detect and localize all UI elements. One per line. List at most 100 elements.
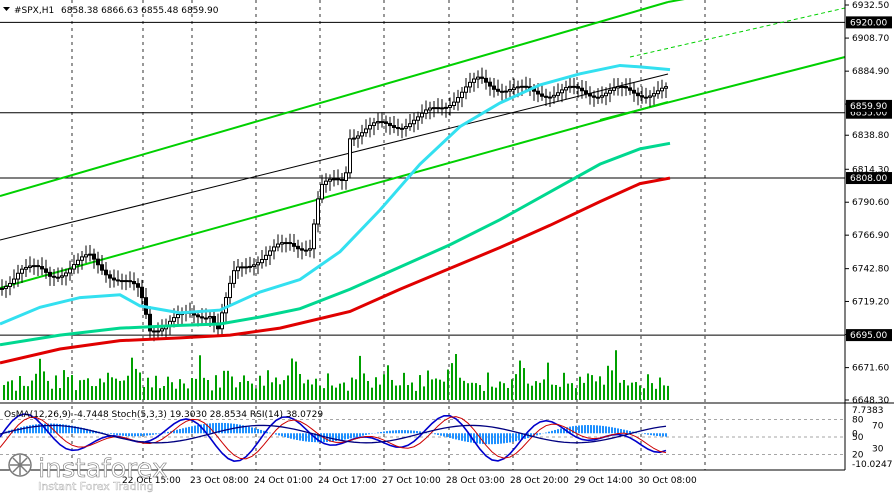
candle-body xyxy=(256,262,260,266)
candle-body xyxy=(176,314,180,319)
candle-body xyxy=(36,265,40,268)
watermark-tagline: Instant Forex Trading xyxy=(38,480,154,493)
osma-tick-label: 0 xyxy=(852,429,858,439)
candle-body xyxy=(508,89,512,92)
candle-body xyxy=(660,87,664,92)
candle-body xyxy=(516,86,520,89)
candle-body xyxy=(496,88,500,92)
candle-body xyxy=(4,285,8,289)
candle-body xyxy=(476,76,480,80)
candle-body xyxy=(584,90,588,95)
candle-body xyxy=(24,266,28,270)
candle-body xyxy=(424,109,428,114)
candle-body xyxy=(352,137,356,140)
ma-line xyxy=(0,63,671,326)
candle-body xyxy=(148,313,152,332)
candle-body xyxy=(520,85,524,88)
candle-body xyxy=(40,266,44,270)
price-tick-label: 6838.80 xyxy=(852,131,889,141)
candle-body xyxy=(484,77,488,83)
candle-body xyxy=(524,85,528,88)
candle-body xyxy=(640,95,644,98)
candle-body xyxy=(120,280,124,283)
candle-body xyxy=(340,178,344,182)
candle-body xyxy=(284,242,288,245)
candle-body xyxy=(84,254,88,258)
candle-body xyxy=(356,135,360,139)
candle-body xyxy=(316,198,320,225)
channel-black xyxy=(0,73,669,241)
candle-body xyxy=(92,253,96,260)
candle-body xyxy=(384,121,388,124)
candle-body xyxy=(248,265,252,268)
level-price-box xyxy=(846,16,892,29)
candle-body xyxy=(224,297,228,314)
price-tick-label: 6719.20 xyxy=(852,297,889,307)
candle-body xyxy=(404,126,408,129)
oscillator-levels xyxy=(0,419,845,455)
candle-body xyxy=(280,242,284,245)
candle-body xyxy=(140,286,144,299)
stoch-level-label: 20 xyxy=(852,450,864,460)
price-tick-label: 6766.90 xyxy=(852,231,889,241)
candle-body xyxy=(116,279,120,282)
candle-body xyxy=(44,268,48,273)
candle-body xyxy=(220,312,224,330)
ma-line xyxy=(0,176,671,365)
time-label: 28 Oct 20:00 xyxy=(510,476,569,486)
candle-body xyxy=(260,258,264,264)
candle-body xyxy=(244,266,248,269)
candle-body xyxy=(128,280,132,283)
candle-body xyxy=(588,93,592,97)
candle-body xyxy=(364,128,368,134)
candle-body xyxy=(228,282,232,299)
candle-body xyxy=(604,92,608,97)
candle-body xyxy=(124,280,128,283)
candle-body xyxy=(12,278,16,284)
candle-body xyxy=(540,93,544,97)
volume-bars xyxy=(3,350,669,400)
candle-body xyxy=(648,95,652,98)
vertical-grid xyxy=(71,0,706,470)
price-tick-label: 6884.90 xyxy=(852,67,889,77)
candle-body xyxy=(212,316,216,324)
candle-body xyxy=(560,89,564,94)
candle-body xyxy=(400,127,404,130)
candle-body xyxy=(616,85,620,89)
rsi-level-label: 70 xyxy=(872,421,884,431)
candle-body xyxy=(268,250,272,256)
candle-body xyxy=(236,266,240,272)
candle-body xyxy=(16,272,20,280)
price-tick-label: 6742.80 xyxy=(852,265,889,275)
time-label: 30 Oct 08:00 xyxy=(638,476,697,486)
candle-body xyxy=(536,90,540,95)
symbol-dropdown-icon[interactable] xyxy=(3,7,10,11)
candle-body xyxy=(56,276,60,279)
candle-body xyxy=(160,328,164,332)
stoch-level-label: 50 xyxy=(852,433,864,443)
time-label: 24 Oct 01:00 xyxy=(254,476,313,486)
price-axis: 6932.506908.706884.906861.206838.806814.… xyxy=(844,0,892,406)
candle-body xyxy=(252,264,256,267)
chart-symbol: #SPX,H1 xyxy=(14,6,54,16)
candle-body xyxy=(548,96,552,99)
candle-body xyxy=(624,85,628,89)
level-price-label: 6920.00 xyxy=(850,18,887,28)
oscillator-header: OsMA(12,26,9) -4.7448 Stoch(5,3,3) 19.30… xyxy=(4,410,323,420)
candle-body xyxy=(368,124,372,130)
candle-body xyxy=(460,91,464,99)
candle-body xyxy=(48,271,52,277)
candle-body xyxy=(608,89,612,94)
candle-body xyxy=(492,85,496,90)
candle-body xyxy=(20,268,24,274)
candle-body xyxy=(464,86,468,93)
candle-body xyxy=(296,245,300,250)
time-label: 28 Oct 03:00 xyxy=(446,476,505,486)
candle-body xyxy=(52,275,56,278)
candle-body xyxy=(276,243,280,248)
candle-body xyxy=(240,266,244,269)
candle-body xyxy=(204,317,208,320)
candle-body xyxy=(564,87,568,91)
candle-body xyxy=(336,178,340,181)
